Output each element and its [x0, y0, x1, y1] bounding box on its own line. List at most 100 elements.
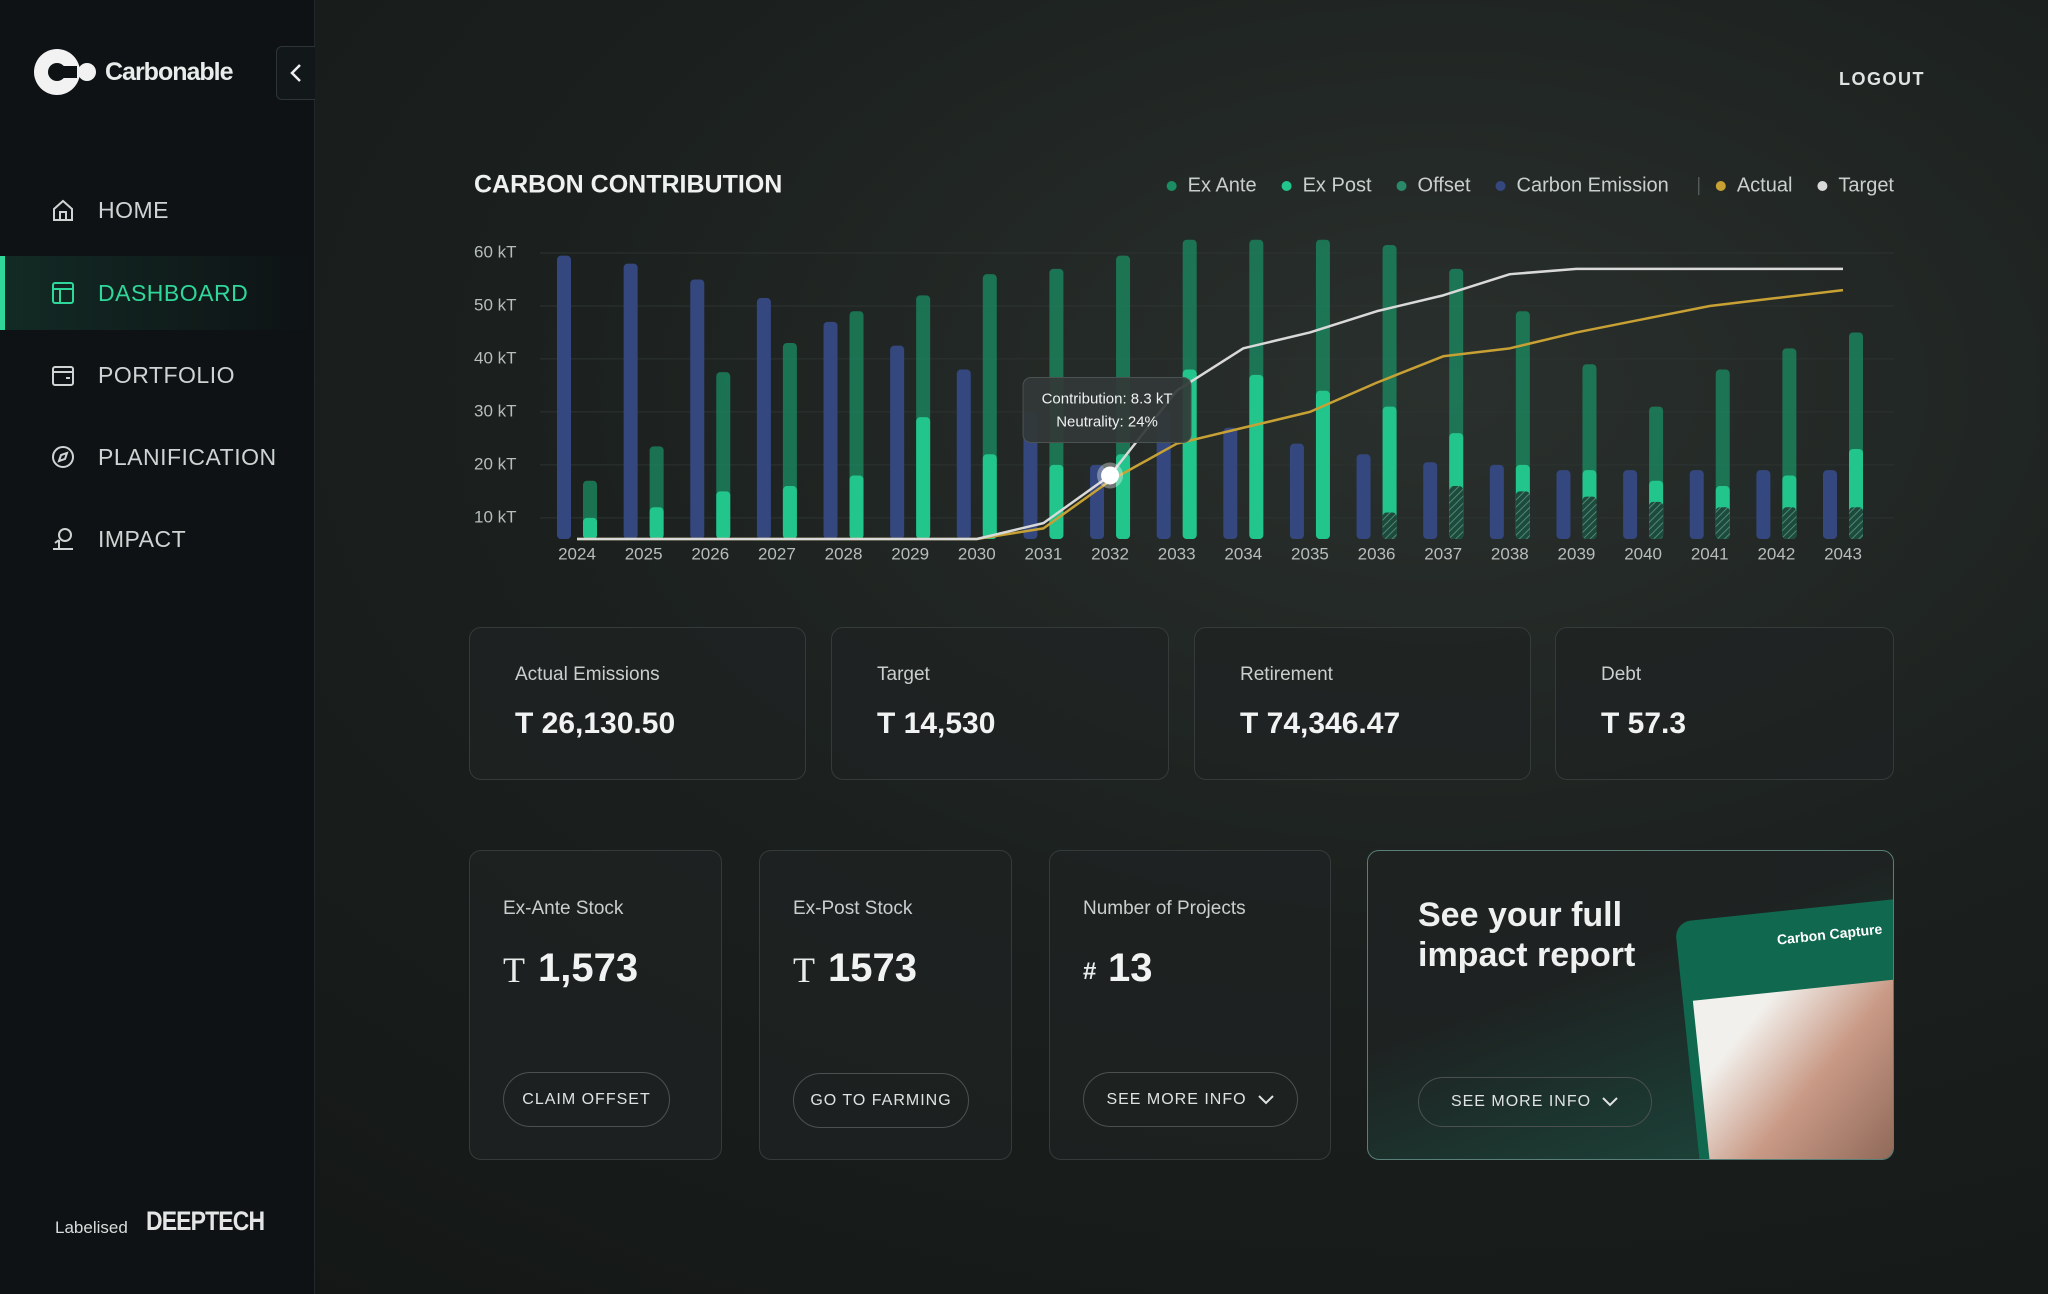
y-tick-label: 30 kT: [474, 401, 517, 420]
nav-label: DASHBOARD: [98, 279, 249, 306]
legend-dot: [1281, 181, 1292, 191]
x-tick-label: 2034: [1224, 544, 1262, 563]
chart: CARBON CONTRIBUTION 10 kT 20 kT 30 kT 40 kT…: [474, 171, 1894, 564]
tooltip-text: Contribution: 8.3 kT: [1042, 390, 1173, 407]
y-tick-label: 20 kT: [474, 454, 517, 473]
bar: [1623, 470, 1638, 539]
bar: [849, 475, 864, 539]
report-doc-title: Carbon Capture: [1776, 920, 1883, 948]
y-tick-label: 60 kT: [474, 242, 517, 261]
x-tick-label: 2035: [1291, 544, 1329, 563]
tooltip-point: [1097, 462, 1124, 489]
report-button[interactable]: SEE MORE INFO: [1418, 1077, 1652, 1127]
card-label: Number of Projects: [1083, 898, 1246, 919]
nav-planification[interactable]: PLANIFICATION: [0, 420, 315, 494]
stat-value: T 14,530: [877, 707, 996, 740]
bar: [823, 321, 838, 539]
tooltip-box: [1022, 376, 1192, 443]
nav-portfolio[interactable]: PORTFOLIO: [0, 338, 315, 412]
x-tick-label: 2031: [1025, 544, 1063, 563]
legend-dot: [1495, 181, 1506, 191]
line: [577, 267, 1843, 541]
footer-label: Labelised: [55, 1218, 128, 1237]
bar: [716, 491, 731, 539]
stat-card: Actual Emissions T 26,130.50: [469, 627, 806, 780]
nav-label: HOME: [98, 196, 169, 223]
stat-value: T 57.3: [1601, 707, 1687, 740]
bar: [1249, 374, 1264, 539]
bar: [1315, 390, 1330, 539]
x-tick-label: 2025: [625, 544, 663, 563]
x-tick-label: 2036: [1358, 544, 1396, 563]
footer-brand: DEEPTECH: [146, 1206, 265, 1236]
projects-card: Number of Projects # 13 SEE MORE INFO: [1049, 850, 1331, 1160]
x-tick-label: 2030: [958, 544, 996, 563]
stock-card: Ex-Ante Stock T 1,573 CLAIM OFFSET: [469, 850, 722, 1160]
stock-card: Ex-Post Stock T 1573 GO TO FARMING: [759, 850, 1012, 1160]
card-value: 1573: [828, 946, 917, 990]
stat-label: Retirement: [1240, 664, 1333, 685]
legend-label: Ex Post: [1303, 174, 1372, 196]
card-label: Ex-Ante Stock: [503, 898, 624, 919]
bar: [1382, 406, 1397, 539]
bar: [916, 417, 931, 539]
nav-dashboard[interactable]: DASHBOARD: [0, 256, 315, 330]
nav-label: PORTFOLIO: [98, 361, 235, 388]
bar: [1782, 507, 1797, 539]
brand: Carbonable: [105, 58, 234, 86]
bar: [1382, 512, 1397, 539]
bar: [1756, 470, 1771, 539]
x-tick-label: 2033: [1158, 544, 1196, 563]
bar: [583, 517, 597, 539]
bar: [690, 279, 705, 539]
bar: [1356, 454, 1371, 539]
legend-label: Actual: [1737, 174, 1793, 196]
report-title: See your full impact report: [1418, 896, 1636, 974]
nav-home[interactable]: HOME: [0, 173, 315, 247]
card-prefix: #: [1083, 958, 1097, 985]
bar: [982, 454, 997, 539]
legend-label: Offset: [1418, 174, 1471, 196]
farming-button[interactable]: GO TO FARMING: [793, 1073, 969, 1128]
bar: [1582, 496, 1597, 539]
bar: [1449, 486, 1464, 539]
bar: [1223, 427, 1238, 539]
sidebar: Carbonable HOME DASHBOARD PORTFOLIO PLAN…: [0, 0, 315, 1294]
report-photo: [1692, 977, 1893, 1159]
bar: [1023, 411, 1038, 539]
stat-value: T 74,346.47: [1240, 707, 1401, 740]
claim-offset-button[interactable]: CLAIM OFFSET: [503, 1072, 670, 1127]
bar: [1156, 411, 1171, 539]
report-card: See your full impact report SEE MORE INF…: [1367, 850, 1894, 1160]
bar: [1489, 464, 1504, 539]
x-tick-label: 2041: [1691, 544, 1729, 563]
y-tick-label: 40 kT: [474, 348, 517, 367]
x-tick-label: 2038: [1491, 544, 1529, 563]
logo-mark: [34, 49, 96, 95]
tooltip-text: Neutrality: 24%: [1056, 413, 1158, 430]
logout-button[interactable]: LOGOUT: [1839, 69, 1925, 89]
bar: [1649, 501, 1664, 539]
button-label: GO TO FARMING: [810, 1091, 952, 1109]
stat-label: Target: [877, 664, 930, 685]
nav-label: IMPACT: [98, 525, 187, 552]
chart-title: CARBON CONTRIBUTION: [474, 171, 782, 199]
y-tick-label: 50 kT: [474, 295, 517, 314]
x-tick-label: 2028: [825, 544, 863, 563]
card-value: 13: [1108, 946, 1153, 990]
stat-card: Debt T 57.3: [1555, 627, 1894, 780]
nav-impact[interactable]: IMPACT: [0, 502, 315, 576]
collapse-button[interactable]: [276, 46, 315, 100]
card-prefix: T: [503, 950, 525, 990]
legend-label: Ex Ante: [1188, 174, 1257, 196]
x-tick-label: 2027: [758, 544, 796, 563]
button-label: SEE MORE INFO: [1450, 1093, 1592, 1110]
bar: [1823, 470, 1837, 539]
bar: [756, 298, 771, 539]
x-tick-label: 2042: [1757, 544, 1795, 563]
stat-card: Retirement T 74,346.47: [1194, 627, 1531, 780]
bar: [1689, 470, 1704, 539]
bar: [1289, 443, 1304, 539]
more-info-button[interactable]: SEE MORE INFO: [1083, 1072, 1298, 1127]
